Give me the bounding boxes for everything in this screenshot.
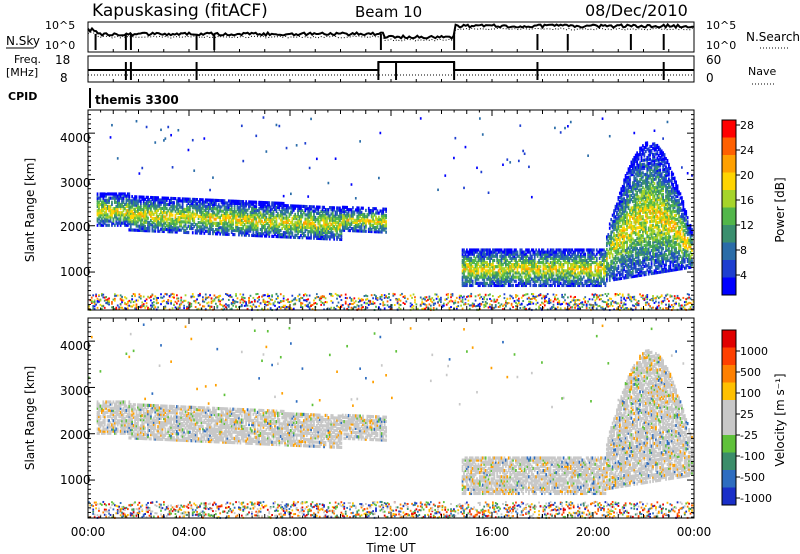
time-tick-label: 04:00 <box>172 525 207 539</box>
vel-ytick-1000: 1000 <box>60 473 91 487</box>
colorbar-tick: 100 <box>740 387 761 400</box>
velocity-colorbar <box>721 329 740 506</box>
time-tick-label: 16:00 <box>475 525 510 539</box>
colorbar-tick: 12 <box>740 219 754 232</box>
cpid-program: themis 3300 <box>95 93 179 107</box>
colorbar-tick: -100 <box>740 450 765 463</box>
colorbar-tick: -500 <box>740 471 765 484</box>
cpid-label: CPID <box>8 90 37 103</box>
power-colorbar <box>721 119 740 296</box>
power-ytick-4000: 4000 <box>60 131 91 145</box>
vel-ytick-3000: 3000 <box>60 384 91 398</box>
velocity-colorbar-label: Velocity [m s⁻¹] <box>773 373 787 466</box>
power-ylabel: Slant Range [km] <box>23 158 37 262</box>
station-title: Kapuskasing (fitACF) <box>92 1 268 21</box>
colorbar-tick: 28 <box>740 119 754 132</box>
freq-line <box>88 61 694 71</box>
power-ytick-2000: 2000 <box>60 220 91 234</box>
velocity-colorbar-ticks: 1000 500 100 25 -25 -100 -500 -1000 <box>740 345 772 505</box>
colorbar-tick: 8 <box>740 244 747 257</box>
time-tick-label: 20:00 <box>576 525 611 539</box>
colorbar-tick: 4 <box>740 269 747 282</box>
colorbar-tick: 500 <box>740 366 761 379</box>
time-tick-label: 08:00 <box>273 525 308 539</box>
noise-panel-ticks <box>87 49 695 52</box>
vel-ytick-2000: 2000 <box>60 428 91 442</box>
freq-tick-high: 18 <box>55 53 70 67</box>
nave-label: Nave <box>748 65 776 78</box>
freq-panel-ticks <box>87 79 695 82</box>
date-title: 08/Dec/2010 <box>585 1 688 20</box>
colorbar-tick: 1000 <box>740 345 768 358</box>
power-colorbar-ticks: 4 8 12 16 20 24 28 <box>740 119 754 282</box>
freq-tick-low: 8 <box>60 71 68 85</box>
colorbar-tick: 16 <box>740 194 754 207</box>
colorbar-tick: -25 <box>740 429 758 442</box>
velocity-ylabel: Slant Range [km] <box>23 366 37 470</box>
vel-ytick-4000: 4000 <box>60 339 91 353</box>
noise-search-line <box>87 27 695 42</box>
colorbar-tick: 24 <box>740 144 754 157</box>
freq-label-2: [MHz] <box>6 66 38 79</box>
colorbar-tick: 25 <box>740 408 754 421</box>
nave-tick-low: 0 <box>706 71 714 85</box>
nsky-tick-low: 10^0 <box>45 39 75 52</box>
time-tick-label: 00:00 <box>71 525 106 539</box>
noise-spikes <box>94 34 665 50</box>
power-scatter-data <box>88 116 695 312</box>
nsearch-label: N.Search <box>746 30 800 44</box>
freq-label-1: Freq. <box>14 53 41 66</box>
noise-sky-line <box>87 22 694 40</box>
power-ytick-1000: 1000 <box>60 265 91 279</box>
velocity-panel-ticks <box>87 317 695 518</box>
nsearch-tick-high: 10^5 <box>706 19 736 32</box>
nsky-label: N.Sky <box>6 34 40 48</box>
nave-tick-high: 60 <box>706 53 721 67</box>
time-axis-labels: 00:00 04:00 08:00 12:00 16:00 20:00 00:00 <box>71 525 712 539</box>
nsky-tick-high: 10^5 <box>45 19 75 32</box>
freq-spikes <box>124 62 665 80</box>
nsearch-tick-low: 10^0 <box>706 39 736 52</box>
colorbar-tick: -1000 <box>740 492 772 505</box>
colorbar-tick: 20 <box>740 169 754 182</box>
time-axis-label: Time UT <box>365 541 416 554</box>
time-tick-label: 00:00 <box>677 525 712 539</box>
power-panel-ticks <box>87 109 695 310</box>
velocity-scatter-data <box>88 323 695 520</box>
power-colorbar-label: Power [dB] <box>773 177 787 242</box>
power-ytick-3000: 3000 <box>60 176 91 190</box>
time-tick-label: 12:00 <box>374 525 409 539</box>
beam-title: Beam 10 <box>355 3 422 21</box>
